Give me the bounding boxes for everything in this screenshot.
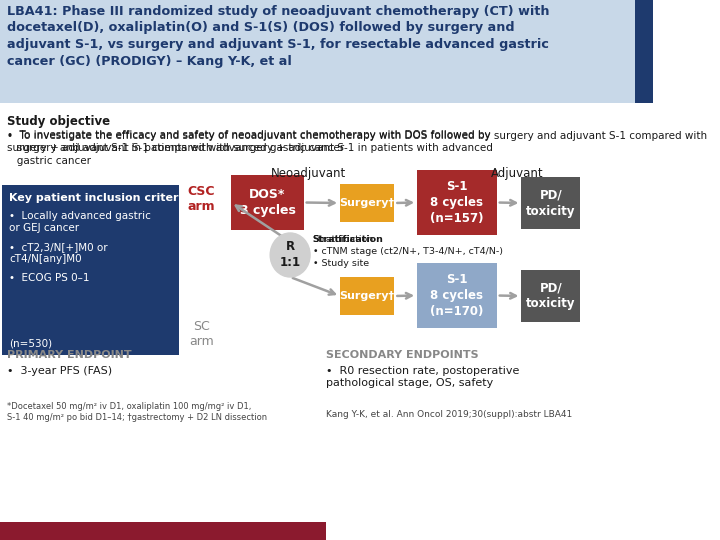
Text: SECONDARY ENDPOINTS: SECONDARY ENDPOINTS xyxy=(326,350,479,360)
Text: •  3-year PFS (FAS): • 3-year PFS (FAS) xyxy=(7,366,112,376)
Text: PD/
toxicity: PD/ toxicity xyxy=(526,188,575,218)
Text: S-1
8 cycles
(n=157): S-1 8 cycles (n=157) xyxy=(431,180,484,225)
Text: •  R0 resection rate, postoperative
pathological stage, OS, safety: • R0 resection rate, postoperative patho… xyxy=(326,366,520,388)
Text: •  cT2,3/N[+]M0 or
cT4/N[any]M0: • cT2,3/N[+]M0 or cT4/N[any]M0 xyxy=(9,242,108,265)
Text: Study objective: Study objective xyxy=(7,115,110,128)
FancyBboxPatch shape xyxy=(417,170,497,235)
Text: Surgery†: Surgery† xyxy=(340,291,395,301)
Text: •  To investigate the efficacy and safety of neoadjuvant chemotherapy with DOS f: • To investigate the efficacy and safety… xyxy=(7,130,493,166)
Text: S-1
8 cycles
(n=170): S-1 8 cycles (n=170) xyxy=(431,273,484,318)
Text: DOS*
3 cycles: DOS* 3 cycles xyxy=(240,188,295,217)
FancyBboxPatch shape xyxy=(521,177,580,229)
Text: PD/
toxicity: PD/ toxicity xyxy=(526,281,575,310)
FancyBboxPatch shape xyxy=(0,522,326,540)
Text: *Docetaxel 50 mg/m² iv D1, oxaliplatin 100 mg/mg² iv D1,
S-1 40 mg/m² po bid D1–: *Docetaxel 50 mg/m² iv D1, oxaliplatin 1… xyxy=(7,402,267,422)
FancyBboxPatch shape xyxy=(521,270,580,322)
Text: Neoadjuvant: Neoadjuvant xyxy=(271,167,346,180)
Circle shape xyxy=(270,233,310,277)
Text: •  To investigate the efficacy and safety of neoadjuvant chemotherapy with DOS f: • To investigate the efficacy and safety… xyxy=(7,131,707,153)
Text: Surgery†: Surgery† xyxy=(340,198,395,208)
Text: PRIMARY ENDPOINT: PRIMARY ENDPOINT xyxy=(7,350,132,360)
Text: Adjuvant: Adjuvant xyxy=(490,167,543,180)
FancyBboxPatch shape xyxy=(0,0,634,103)
Text: •  Locally advanced gastric
or GEJ cancer: • Locally advanced gastric or GEJ cancer xyxy=(9,211,151,233)
Text: •  ECOG PS 0–1: • ECOG PS 0–1 xyxy=(9,273,89,283)
FancyBboxPatch shape xyxy=(634,0,653,103)
FancyBboxPatch shape xyxy=(340,184,395,222)
Text: Stratification: Stratification xyxy=(312,235,384,244)
Text: R
1:1: R 1:1 xyxy=(279,240,301,269)
Text: Kang Y-K, et al. Ann Oncol 2019;30(suppl):abstr LBA41: Kang Y-K, et al. Ann Oncol 2019;30(suppl… xyxy=(326,410,572,419)
FancyBboxPatch shape xyxy=(417,263,497,328)
Text: Stratification
• cTNM stage (ct2/N+, T3-4/N+, cT4/N-)
• Study site: Stratification • cTNM stage (ct2/N+, T3-… xyxy=(312,235,503,268)
FancyBboxPatch shape xyxy=(340,277,395,315)
FancyBboxPatch shape xyxy=(2,185,179,355)
Text: SC
arm: SC arm xyxy=(189,320,214,348)
Text: Key patient inclusion criteria: Key patient inclusion criteria xyxy=(9,193,190,203)
Text: (n=530): (n=530) xyxy=(9,339,52,349)
Text: CSC
arm: CSC arm xyxy=(187,185,215,213)
FancyBboxPatch shape xyxy=(231,175,304,230)
Text: LBA41: Phase III randomized study of neoadjuvant chemotherapy (CT) with
docetaxe: LBA41: Phase III randomized study of neo… xyxy=(7,5,550,68)
